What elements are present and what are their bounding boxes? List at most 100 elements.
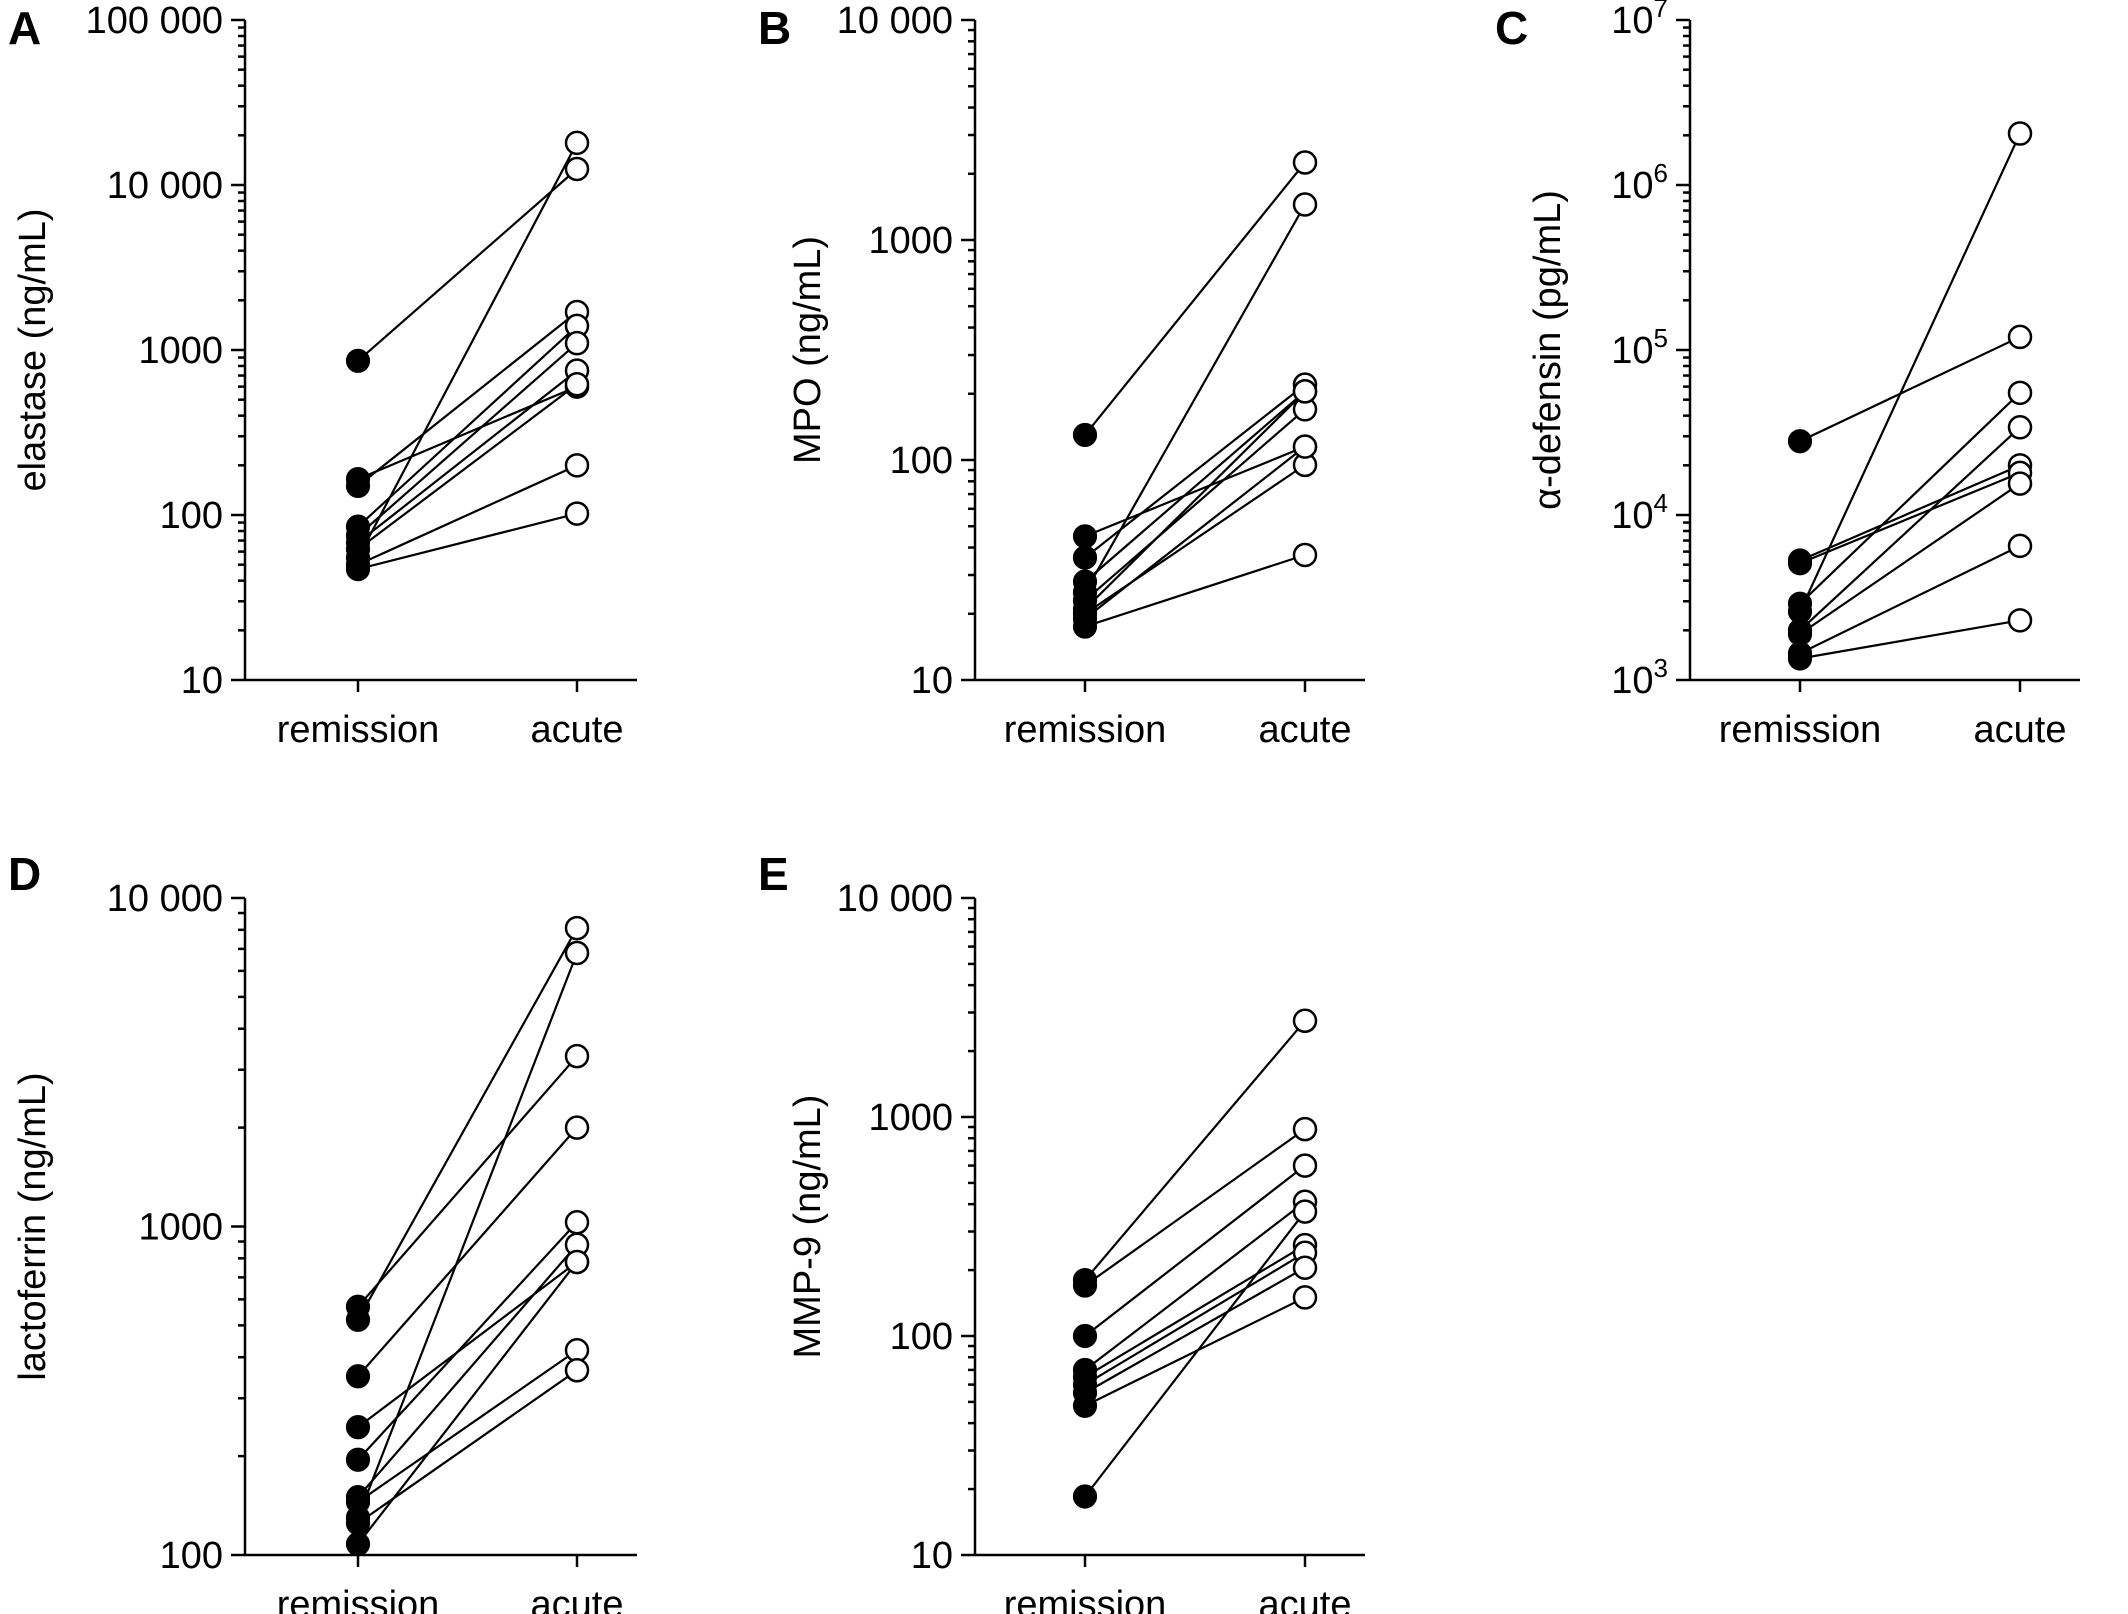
acute-point [564, 453, 590, 478]
y-tick-label: 10 [911, 1535, 953, 1577]
remission-point [345, 1447, 371, 1472]
panel-e: E 10 100 1000 10 000 remission acute MMP-9 (ng/… [758, 848, 1365, 1614]
tick-exponent: 3 [1654, 653, 1668, 683]
acute-point [1292, 1116, 1318, 1142]
y-tick-label: 100 [890, 440, 953, 482]
acute-point [1292, 1008, 1318, 1034]
x-tick-label-remission: remission [1719, 709, 1882, 751]
y-tick-label: 100 [160, 495, 223, 537]
y-axis-title: lactoferrin (ng/mL) [12, 1072, 54, 1380]
acute-point [2007, 471, 2033, 496]
pair-line [357, 1221, 578, 1461]
acute-point [564, 156, 590, 182]
acute-point [564, 1358, 590, 1383]
remission-point [1072, 1393, 1098, 1418]
x-tick-label-remission: remission [277, 709, 440, 751]
pair-line [1084, 203, 1306, 593]
pair-line [357, 512, 578, 571]
x-tick-label-remission: remission [1004, 709, 1167, 751]
y-tick-label: 100 [890, 1316, 953, 1358]
remission-point [1072, 614, 1098, 639]
pair-line [357, 1261, 578, 1545]
acute-point [1292, 1153, 1318, 1178]
pair-line [1799, 335, 2021, 443]
acute-point [2007, 533, 2033, 559]
acute-point [564, 1210, 590, 1235]
acute-point [1292, 192, 1318, 217]
y-axis-title: α-defensin (pg/mL) [1527, 190, 1569, 510]
pair-line [1084, 1210, 1306, 1498]
y-tick-label: 104 [1611, 488, 1668, 537]
pair-line [357, 1349, 578, 1503]
pair-line [1084, 445, 1306, 538]
pair-line [1084, 553, 1306, 628]
y-tick-label: 10 [181, 660, 223, 702]
pair-line [357, 464, 578, 566]
remission-point [1072, 545, 1098, 570]
y-tick-label: 100 [160, 1535, 223, 1577]
x-tick-label-acute: acute [531, 1584, 624, 1614]
y-tick-label: 10 000 [837, 878, 953, 920]
remission-point [345, 557, 371, 582]
acute-point [1292, 1285, 1318, 1310]
acute-point [1292, 434, 1318, 459]
y-tick-label: 1000 [868, 220, 953, 262]
acute-point [564, 130, 590, 156]
x-tick-label-acute: acute [1259, 1584, 1352, 1614]
y-tick-label: 10 000 [107, 165, 223, 207]
pair-line [1084, 1020, 1306, 1281]
remission-point [345, 1531, 371, 1557]
pair-line [357, 369, 578, 544]
y-tick-label: 10 000 [107, 878, 223, 920]
pair-line [357, 1261, 578, 1429]
acute-point [1292, 1255, 1318, 1280]
pair-line [1799, 471, 2021, 565]
x-tick-label-acute: acute [1259, 709, 1352, 751]
acute-point [1292, 150, 1318, 175]
pair-line [357, 383, 578, 551]
remission-point [345, 348, 371, 373]
pair-line [1799, 544, 2021, 655]
remission-point [345, 1364, 371, 1389]
acute-point [1292, 379, 1318, 404]
panel-a: A 10 100 1000 10 000 100 000 remission acute ela… [8, 0, 637, 751]
pair-line [1084, 408, 1306, 602]
remission-point [1787, 646, 1813, 671]
panel-b: B 10 100 1000 10 000 remission acute MPO (ng/mL… [758, 0, 1365, 751]
acute-point [1292, 542, 1318, 568]
pair-line [1799, 392, 2021, 605]
acute-point [564, 372, 590, 397]
pair-line [1799, 482, 2021, 635]
panel-letter: B [758, 2, 791, 54]
y-tick-label: 10 000 [837, 0, 953, 42]
pair-line [357, 1244, 578, 1498]
pair-line [357, 927, 578, 1321]
y-tick-label: 107 [1611, 0, 1668, 42]
panel-letter: C [1495, 2, 1528, 54]
y-tick-label: 1000 [868, 1097, 953, 1139]
y-tick-label: 100 000 [86, 0, 223, 42]
y-tick-label: 103 [1611, 653, 1668, 702]
acute-point [2007, 380, 2033, 406]
remission-point [1787, 429, 1813, 454]
remission-point [1072, 524, 1098, 549]
remission-point [345, 473, 371, 499]
acute-point [564, 1338, 590, 1363]
pair-line [356, 952, 579, 1518]
x-tick-label-acute: acute [531, 709, 624, 751]
tick-base: 10 [1611, 495, 1653, 537]
pair-line [1084, 1251, 1306, 1386]
pair-line [1799, 619, 2021, 660]
acute-point [2007, 415, 2033, 440]
x-tick-label-remission: remission [277, 1584, 440, 1614]
pair-line [357, 311, 578, 487]
remission-point [345, 1511, 371, 1536]
y-tick-label: 1000 [138, 330, 223, 372]
tick-base: 10 [1611, 660, 1653, 702]
pair-line [1084, 1296, 1306, 1407]
pair-line [1084, 161, 1306, 436]
acute-point [2007, 121, 2033, 146]
pair-line [357, 385, 578, 481]
pair-line [357, 1126, 578, 1378]
panel-letter: E [758, 848, 789, 900]
